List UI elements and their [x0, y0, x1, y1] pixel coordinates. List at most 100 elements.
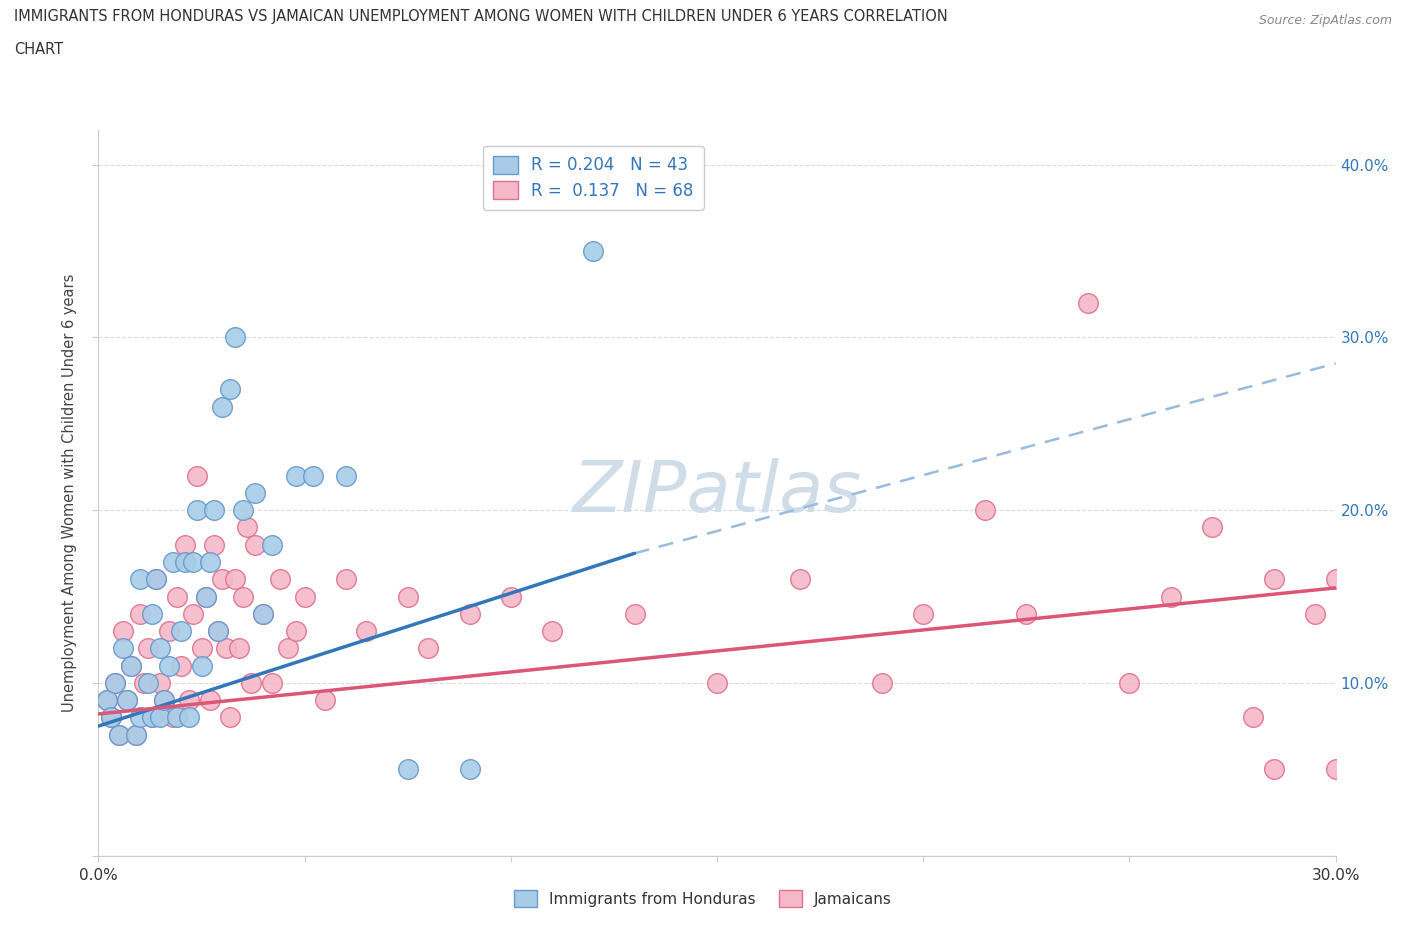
- Point: [418, 641, 440, 656]
- Point: [179, 693, 201, 708]
- Point: [285, 624, 308, 639]
- Point: [149, 641, 172, 656]
- Point: [190, 658, 212, 673]
- Legend: R = 0.204   N = 43, R =  0.137   N = 68: R = 0.204 N = 43, R = 0.137 N = 68: [484, 146, 703, 210]
- Point: [141, 606, 163, 621]
- Point: [153, 693, 176, 708]
- Point: [219, 710, 242, 724]
- Point: [277, 641, 299, 656]
- Text: CHART: CHART: [14, 42, 63, 57]
- Point: [260, 538, 283, 552]
- Point: [128, 572, 150, 587]
- Y-axis label: Unemployment Among Women with Children Under 6 years: Unemployment Among Women with Children U…: [62, 273, 77, 712]
- Point: [294, 589, 316, 604]
- Point: [166, 589, 188, 604]
- Point: [96, 693, 118, 708]
- Point: [224, 330, 246, 345]
- Point: [396, 762, 419, 777]
- Point: [136, 641, 159, 656]
- Point: [112, 641, 135, 656]
- Point: [100, 710, 122, 724]
- Point: [174, 538, 197, 552]
- Point: [224, 572, 246, 587]
- Point: [252, 606, 274, 621]
- Point: [96, 693, 118, 708]
- Point: [623, 606, 645, 621]
- Point: [232, 503, 254, 518]
- Point: [117, 693, 139, 708]
- Point: [141, 710, 163, 724]
- Point: [108, 727, 131, 742]
- Point: [582, 244, 605, 259]
- Point: [458, 762, 481, 777]
- Point: [706, 675, 728, 690]
- Point: [170, 658, 193, 673]
- Point: [207, 624, 229, 639]
- Point: [166, 710, 188, 724]
- Point: [149, 675, 172, 690]
- Text: Source: ZipAtlas.com: Source: ZipAtlas.com: [1258, 14, 1392, 27]
- Point: [1324, 762, 1347, 777]
- Point: [1303, 606, 1326, 621]
- Text: ZIPatlas: ZIPatlas: [572, 458, 862, 527]
- Point: [243, 538, 266, 552]
- Point: [174, 554, 197, 569]
- Point: [243, 485, 266, 500]
- Point: [104, 675, 127, 690]
- Point: [1263, 762, 1285, 777]
- Point: [108, 727, 131, 742]
- Point: [1324, 572, 1347, 587]
- Point: [198, 554, 221, 569]
- Point: [1241, 710, 1264, 724]
- Point: [190, 641, 212, 656]
- Point: [157, 624, 180, 639]
- Point: [1201, 520, 1223, 535]
- Point: [104, 675, 127, 690]
- Point: [100, 710, 122, 724]
- Point: [128, 606, 150, 621]
- Point: [128, 710, 150, 724]
- Point: [211, 399, 233, 414]
- Text: IMMIGRANTS FROM HONDURAS VS JAMAICAN UNEMPLOYMENT AMONG WOMEN WITH CHILDREN UNDE: IMMIGRANTS FROM HONDURAS VS JAMAICAN UNE…: [14, 9, 948, 24]
- Point: [335, 468, 357, 483]
- Point: [1077, 296, 1099, 311]
- Point: [458, 606, 481, 621]
- Point: [141, 710, 163, 724]
- Point: [170, 624, 193, 639]
- Point: [145, 572, 167, 587]
- Point: [136, 675, 159, 690]
- Point: [974, 503, 997, 518]
- Point: [149, 710, 172, 724]
- Point: [207, 624, 229, 639]
- Point: [260, 675, 283, 690]
- Point: [124, 727, 146, 742]
- Point: [1015, 606, 1038, 621]
- Point: [181, 606, 204, 621]
- Point: [157, 658, 180, 673]
- Point: [145, 572, 167, 587]
- Point: [302, 468, 325, 483]
- Point: [499, 589, 522, 604]
- Point: [314, 693, 336, 708]
- Point: [912, 606, 935, 621]
- Legend: Immigrants from Honduras, Jamaicans: Immigrants from Honduras, Jamaicans: [508, 884, 898, 913]
- Point: [120, 658, 142, 673]
- Point: [194, 589, 217, 604]
- Point: [120, 658, 142, 673]
- Point: [1263, 572, 1285, 587]
- Point: [396, 589, 419, 604]
- Point: [202, 538, 225, 552]
- Point: [186, 468, 208, 483]
- Point: [162, 554, 184, 569]
- Point: [124, 727, 146, 742]
- Point: [186, 503, 208, 518]
- Point: [219, 382, 242, 397]
- Point: [285, 468, 308, 483]
- Point: [179, 710, 201, 724]
- Point: [870, 675, 893, 690]
- Point: [202, 503, 225, 518]
- Point: [228, 641, 250, 656]
- Point: [541, 624, 564, 639]
- Point: [132, 675, 155, 690]
- Point: [153, 693, 176, 708]
